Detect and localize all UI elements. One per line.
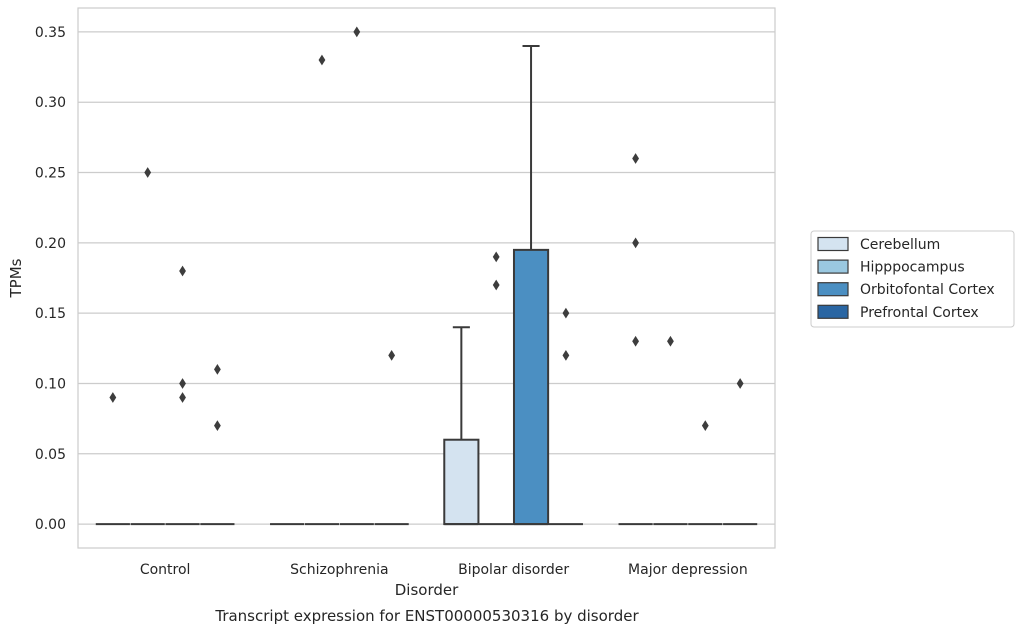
outlier-point bbox=[667, 335, 674, 347]
legend-label: Hipppocampus bbox=[860, 260, 965, 276]
y-tick-label: 0.30 bbox=[35, 95, 66, 111]
legend: Cerebellum Hipppocampus Orbitofontal Corte… bbox=[810, 230, 1015, 328]
outlier-point bbox=[562, 307, 570, 319]
y-tick-label: 0.05 bbox=[35, 447, 66, 463]
outlier-point bbox=[214, 420, 221, 432]
outlier-point bbox=[353, 26, 361, 38]
legend-swatch bbox=[817, 236, 849, 252]
y-axis-title: TPMs bbox=[7, 258, 25, 298]
outlier-point bbox=[632, 153, 639, 164]
y-tick-label: 0.00 bbox=[35, 517, 66, 533]
legend-label: Prefrontal Cortex bbox=[860, 305, 979, 321]
outlier-point bbox=[701, 420, 709, 432]
x-axis-ticks: Control Schizophrenia Bipolar disorder Majo… bbox=[140, 562, 748, 578]
outlier-point bbox=[632, 335, 639, 347]
chart-caption: Transcript expression for ENST0000053031… bbox=[214, 607, 639, 625]
outlier-point bbox=[492, 279, 500, 291]
legend-swatch bbox=[817, 304, 849, 319]
outlier-point bbox=[214, 364, 221, 375]
y-axis-ticks: 0.00 0.05 0.10 0.15 0.20 0.25 0.30 0.35 bbox=[35, 25, 66, 533]
legend-label: Cerebellum bbox=[860, 237, 940, 253]
plot-area-frame bbox=[77, 7, 776, 549]
x-axis-title: Disorder bbox=[395, 581, 459, 599]
outlier-point bbox=[632, 237, 639, 249]
legend-label: Orbitofontal Cortex bbox=[860, 282, 995, 298]
y-tick-label: 0.35 bbox=[35, 25, 66, 41]
outlier-points bbox=[109, 26, 744, 432]
legend-swatch bbox=[817, 282, 849, 297]
outlier-point bbox=[318, 54, 326, 66]
legend-swatch bbox=[817, 259, 849, 274]
outlier-point bbox=[492, 251, 500, 263]
x-tick-label: Bipolar disorder bbox=[458, 562, 569, 578]
outlier-point bbox=[144, 167, 152, 178]
y-tick-label: 0.15 bbox=[35, 306, 66, 322]
box-orbitofontal-cortex bbox=[512, 248, 550, 526]
outlier-point bbox=[562, 349, 570, 361]
outlier-point bbox=[179, 392, 186, 403]
x-tick-label: Control bbox=[140, 562, 191, 578]
y-tick-label: 0.25 bbox=[35, 166, 66, 182]
legend-frame bbox=[810, 230, 1015, 328]
outlier-point bbox=[736, 378, 744, 389]
outlier-point bbox=[109, 392, 117, 403]
box-series bbox=[95, 44, 758, 526]
outlier-point bbox=[179, 265, 186, 277]
x-tick-label: Major depression bbox=[628, 562, 748, 578]
outlier-point bbox=[388, 349, 396, 361]
outlier-point bbox=[179, 378, 186, 389]
y-tick-label: 0.20 bbox=[35, 236, 66, 252]
y-tick-label: 0.10 bbox=[35, 376, 66, 392]
x-tick-label: Schizophrenia bbox=[290, 562, 388, 578]
box-cerebellum bbox=[443, 438, 480, 526]
